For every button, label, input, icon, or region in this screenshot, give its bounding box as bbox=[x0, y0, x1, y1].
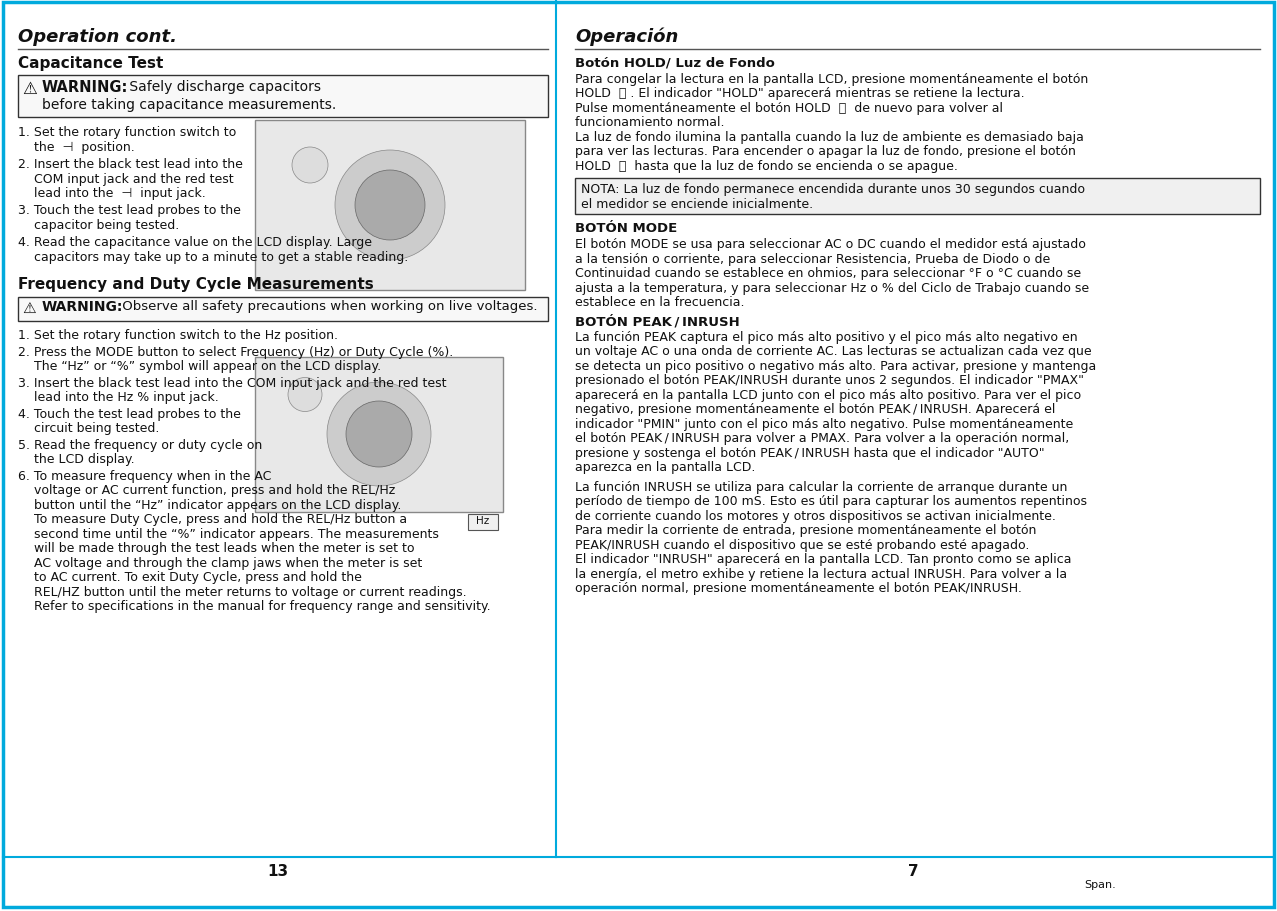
Text: Operación: Operación bbox=[575, 28, 678, 46]
Text: REL/HZ button until the meter returns to voltage or current readings.: REL/HZ button until the meter returns to… bbox=[18, 586, 466, 599]
Circle shape bbox=[346, 402, 412, 467]
Text: lead into the Hz % input jack.: lead into the Hz % input jack. bbox=[18, 391, 218, 404]
Text: Operation cont.: Operation cont. bbox=[18, 28, 178, 46]
Text: Para congelar la lectura en la pantalla LCD, presione momentáneamente el botón: Para congelar la lectura en la pantalla … bbox=[575, 73, 1088, 86]
Circle shape bbox=[327, 383, 432, 486]
Text: the  ⊣  position.: the ⊣ position. bbox=[18, 140, 135, 153]
Text: un voltaje AC o una onda de corriente AC. Las lecturas se actualizan cada vez qu: un voltaje AC o una onda de corriente AC… bbox=[575, 345, 1092, 358]
Text: 3. Insert the black test lead into the COM input jack and the red test: 3. Insert the black test lead into the C… bbox=[18, 376, 447, 390]
Text: aparezca en la pantalla LCD.: aparezca en la pantalla LCD. bbox=[575, 461, 756, 474]
Text: 5. Read the frequency or duty cycle on: 5. Read the frequency or duty cycle on bbox=[18, 438, 262, 452]
Bar bbox=[18, 76, 548, 118]
Text: presionado el botón PEAK/INRUSH durante unos 2 segundos. El indicador "PMAX": presionado el botón PEAK/INRUSH durante … bbox=[575, 374, 1084, 387]
Text: WARNING:: WARNING: bbox=[42, 80, 129, 95]
Text: funcionamiento normal.: funcionamiento normal. bbox=[575, 117, 724, 129]
Text: Observe all safety precautions when working on live voltages.: Observe all safety precautions when work… bbox=[117, 300, 538, 313]
Text: establece en la frecuencia.: establece en la frecuencia. bbox=[575, 296, 744, 309]
Text: HOLD  💡 . El indicador "HOLD" aparecerá mientras se retiene la lectura.: HOLD 💡 . El indicador "HOLD" aparecerá m… bbox=[575, 87, 1024, 100]
Text: aparecerá en la pantalla LCD junto con el pico más alto positivo. Para ver el pi: aparecerá en la pantalla LCD junto con e… bbox=[575, 389, 1082, 402]
Text: 2. Insert the black test lead into the: 2. Insert the black test lead into the bbox=[18, 158, 243, 171]
Text: período de tiempo de 100 mS. Esto es útil para capturar los aumentos repentinos: período de tiempo de 100 mS. Esto es úti… bbox=[575, 495, 1087, 508]
Text: BOTÓN PEAK / INRUSH: BOTÓN PEAK / INRUSH bbox=[575, 314, 739, 328]
Text: de corriente cuando los motores y otros dispositivos se activan inicialmente.: de corriente cuando los motores y otros … bbox=[575, 509, 1056, 522]
Text: capacitor being tested.: capacitor being tested. bbox=[18, 219, 179, 231]
Text: 2. Press the MODE button to select Frequency (Hz) or Duty Cycle (%).: 2. Press the MODE button to select Frequ… bbox=[18, 345, 453, 359]
Bar bbox=[18, 297, 548, 322]
Circle shape bbox=[292, 148, 328, 184]
Text: el botón PEAK / INRUSH para volver a PMAX. Para volver a la operación normal,: el botón PEAK / INRUSH para volver a PMA… bbox=[575, 432, 1069, 445]
Text: lead into the  ⊣  input jack.: lead into the ⊣ input jack. bbox=[18, 187, 206, 200]
Text: presione y sostenga el botón PEAK / INRUSH hasta que el indicador "AUTO": presione y sostenga el botón PEAK / INRU… bbox=[575, 446, 1045, 459]
Text: Span.: Span. bbox=[1084, 879, 1116, 889]
Text: second time until the “%” indicator appears. The measurements: second time until the “%” indicator appe… bbox=[18, 527, 439, 540]
Circle shape bbox=[355, 170, 425, 241]
Text: La función INRUSH se utiliza para calcular la corriente de arranque durante un: La función INRUSH se utiliza para calcul… bbox=[575, 480, 1068, 494]
Text: Botón HOLD/ Luz de Fondo: Botón HOLD/ Luz de Fondo bbox=[575, 56, 775, 70]
Text: PEAK/INRUSH cuando el dispositivo que se esté probando esté apagado.: PEAK/INRUSH cuando el dispositivo que se… bbox=[575, 538, 1029, 551]
Text: HOLD  💡  hasta que la luz de fondo se encienda o se apague.: HOLD 💡 hasta que la luz de fondo se enci… bbox=[575, 159, 958, 173]
Text: negativo, presione momentáneamente el botón PEAK / INRUSH. Aparecerá el: negativo, presione momentáneamente el bo… bbox=[575, 403, 1055, 416]
Text: Frequency and Duty Cycle Measurements: Frequency and Duty Cycle Measurements bbox=[18, 277, 374, 292]
Text: circuit being tested.: circuit being tested. bbox=[18, 422, 160, 435]
Text: 13: 13 bbox=[267, 864, 289, 878]
Bar bbox=[467, 514, 498, 530]
Text: Capacitance Test: Capacitance Test bbox=[18, 56, 163, 71]
Text: will be made through the test leads when the meter is set to: will be made through the test leads when… bbox=[18, 542, 415, 555]
Text: to AC current. To exit Duty Cycle, press and hold the: to AC current. To exit Duty Cycle, press… bbox=[18, 571, 361, 584]
Text: 4. Touch the test lead probes to the: 4. Touch the test lead probes to the bbox=[18, 407, 241, 421]
Text: La luz de fondo ilumina la pantalla cuando la luz de ambiente es demasiado baja: La luz de fondo ilumina la pantalla cuan… bbox=[575, 131, 1084, 144]
Text: indicador "PMIN" junto con el pico más alto negativo. Pulse momentáneamente: indicador "PMIN" junto con el pico más a… bbox=[575, 417, 1073, 431]
Text: El indicador "INRUSH" aparecerá en la pantalla LCD. Tan pronto como se aplica: El indicador "INRUSH" aparecerá en la pa… bbox=[575, 553, 1071, 566]
Text: La función PEAK captura el pico más alto positivo y el pico más alto negativo en: La función PEAK captura el pico más alto… bbox=[575, 331, 1078, 343]
Text: COM input jack and the red test: COM input jack and the red test bbox=[18, 172, 234, 185]
Text: NOTA: La luz de fondo permanece encendida durante unos 30 segundos cuando: NOTA: La luz de fondo permanece encendid… bbox=[581, 183, 1085, 196]
Text: a la tensión o corriente, para seleccionar Resistencia, Prueba de Diodo o de: a la tensión o corriente, para seleccion… bbox=[575, 252, 1050, 266]
Circle shape bbox=[335, 151, 444, 261]
Text: the LCD display.: the LCD display. bbox=[18, 453, 134, 466]
Circle shape bbox=[289, 378, 322, 412]
Text: Para medir la corriente de entrada, presione momentáneamente el botón: Para medir la corriente de entrada, pres… bbox=[575, 524, 1037, 537]
Text: 7: 7 bbox=[908, 864, 918, 878]
Text: ⚠: ⚠ bbox=[22, 300, 36, 315]
Text: El botón MODE se usa para seleccionar AC o DC cuando el medidor está ajustado: El botón MODE se usa para seleccionar AC… bbox=[575, 239, 1085, 251]
Text: 4. Read the capacitance value on the LCD display. Large: 4. Read the capacitance value on the LCD… bbox=[18, 236, 372, 250]
Text: ajusta a la temperatura, y para seleccionar Hz o % del Ciclo de Trabajo cuando s: ajusta a la temperatura, y para seleccio… bbox=[575, 281, 1089, 294]
Text: button until the “Hz” indicator appears on the LCD display.: button until the “Hz” indicator appears … bbox=[18, 498, 401, 511]
Bar bbox=[255, 121, 525, 291]
Text: 3. Touch the test lead probes to the: 3. Touch the test lead probes to the bbox=[18, 204, 241, 217]
Text: To measure Duty Cycle, press and hold the REL/Hz button a: To measure Duty Cycle, press and hold th… bbox=[18, 513, 407, 526]
Text: para ver las lecturas. Para encender o apagar la luz de fondo, presione el botón: para ver las lecturas. Para encender o a… bbox=[575, 146, 1077, 159]
Text: operación normal, presione momentáneamente el botón PEAK/INRUSH.: operación normal, presione momentáneamen… bbox=[575, 582, 1022, 595]
Text: AC voltage and through the clamp jaws when the meter is set: AC voltage and through the clamp jaws wh… bbox=[18, 557, 423, 569]
Text: Refer to specifications in the manual for frequency range and sensitivity.: Refer to specifications in the manual fo… bbox=[18, 599, 490, 613]
Text: before taking capacitance measurements.: before taking capacitance measurements. bbox=[42, 97, 336, 112]
Text: BOTÓN MODE: BOTÓN MODE bbox=[575, 222, 677, 235]
Text: capacitors may take up to a minute to get a stable reading.: capacitors may take up to a minute to ge… bbox=[18, 251, 409, 263]
Text: voltage or AC current function, press and hold the REL/Hz: voltage or AC current function, press an… bbox=[18, 484, 396, 497]
Text: 1. Set the rotary function switch to: 1. Set the rotary function switch to bbox=[18, 126, 236, 138]
Text: Continuidad cuando se establece en ohmios, para seleccionar °F o °C cuando se: Continuidad cuando se establece en ohmio… bbox=[575, 267, 1082, 281]
Text: Pulse momentáneamente el botón HOLD  💡  de nuevo para volver al: Pulse momentáneamente el botón HOLD 💡 de… bbox=[575, 102, 1002, 115]
Text: 6. To measure frequency when in the AC: 6. To measure frequency when in the AC bbox=[18, 469, 272, 483]
Text: WARNING:: WARNING: bbox=[42, 300, 124, 314]
Bar bbox=[255, 357, 503, 512]
Text: se detecta un pico positivo o negativo más alto. Para activar, presione y manten: se detecta un pico positivo o negativo m… bbox=[575, 360, 1096, 373]
Text: Hz: Hz bbox=[476, 516, 489, 526]
Text: el medidor se enciende inicialmente.: el medidor se enciende inicialmente. bbox=[581, 199, 813, 211]
Bar bbox=[575, 179, 1260, 214]
Text: Safely discharge capacitors: Safely discharge capacitors bbox=[125, 80, 321, 94]
Text: ⚠: ⚠ bbox=[22, 80, 37, 97]
Text: 1. Set the rotary function switch to the Hz position.: 1. Set the rotary function switch to the… bbox=[18, 329, 338, 343]
Text: la energía, el metro exhibe y retiene la lectura actual INRUSH. Para volver a la: la energía, el metro exhibe y retiene la… bbox=[575, 568, 1068, 580]
Text: The “Hz” or “%” symbol will appear on the LCD display.: The “Hz” or “%” symbol will appear on th… bbox=[18, 360, 381, 374]
